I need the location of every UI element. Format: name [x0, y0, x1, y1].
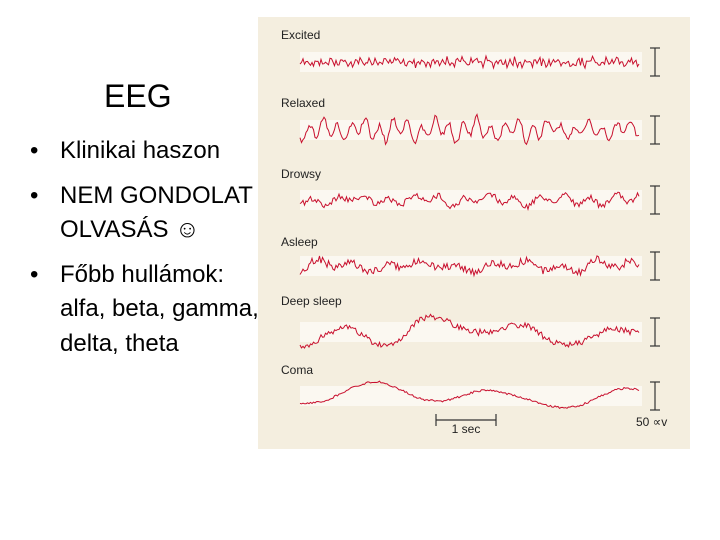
bullet: Főbb hullámok: alfa, beta, gamma, delta,… — [30, 258, 260, 362]
eeg-trace — [299, 255, 640, 278]
eeg-trace — [299, 113, 640, 146]
trace-label: Drowsy — [281, 167, 321, 181]
figure-background — [258, 17, 690, 449]
eeg-trace — [299, 380, 640, 409]
bullet: NEM GONDOLAT OLVASÁS ☺ — [30, 179, 260, 248]
eeg-trace — [299, 313, 640, 349]
amplitude-scale-label: 50 ∝v — [636, 415, 667, 429]
bullet-list: Klinikai haszon NEM GONDOLAT OLVASÁS ☺ F… — [30, 134, 270, 371]
trace-band — [300, 322, 642, 342]
trace-band — [300, 256, 642, 276]
trace-band — [300, 386, 642, 406]
eeg-trace — [299, 54, 640, 70]
trace-label: Asleep — [281, 235, 318, 249]
trace-label: Coma — [281, 363, 313, 377]
trace-label: Excited — [281, 28, 320, 42]
bullet: Klinikai haszon — [30, 134, 260, 169]
trace-label: Deep sleep — [281, 294, 342, 308]
trace-label: Relaxed — [281, 96, 325, 110]
time-scale-label: 1 sec — [452, 422, 481, 436]
trace-band — [300, 52, 642, 72]
slide-title: EEG — [104, 78, 172, 114]
trace-band — [300, 120, 642, 140]
eeg-trace — [299, 191, 640, 211]
